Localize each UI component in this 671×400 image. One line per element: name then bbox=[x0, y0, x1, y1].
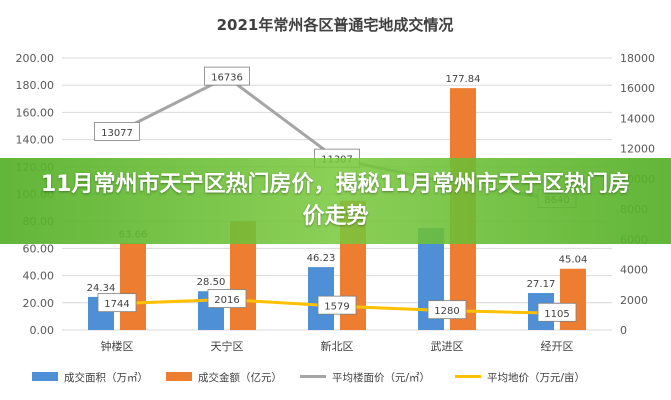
data-label-box bbox=[97, 293, 137, 313]
data-label-box bbox=[537, 302, 577, 322]
legend-swatch bbox=[32, 372, 58, 381]
banner-text: 11月常州市天宁区热门房价，揭秘11月常州市天宁区热门房价走势 bbox=[40, 172, 631, 229]
category-label: 天宁区 bbox=[211, 339, 244, 353]
left-tick-label: 20.00 bbox=[23, 297, 55, 310]
line-data-label: 16736 bbox=[204, 66, 250, 86]
line-data-label: 1744 bbox=[97, 293, 137, 313]
data-label-text: 1579 bbox=[324, 302, 349, 313]
legend: 成交面积（万㎡） 成交金额（亿元） 平均楼面价（元/㎡） 平均地价（万元/亩） bbox=[32, 371, 585, 384]
data-label-box bbox=[204, 66, 250, 86]
category-label: 经开区 bbox=[541, 340, 574, 353]
left-tick-label: 200.00 bbox=[16, 52, 55, 65]
category-label: 武进区 bbox=[431, 340, 464, 353]
legend-label: 平均楼面价（元/㎡） bbox=[332, 371, 430, 384]
left-tick-label: 60.00 bbox=[23, 242, 55, 255]
bar-data-label: 177.84 bbox=[446, 74, 481, 85]
line-data-label: 1105 bbox=[537, 302, 577, 322]
legend-swatch bbox=[166, 372, 192, 381]
left-tick-label: 160.00 bbox=[16, 106, 55, 119]
bar-data-label: 45.04 bbox=[559, 255, 588, 266]
legend-label: 成交面积（万㎡） bbox=[64, 371, 148, 384]
right-tick-label: 16000 bbox=[620, 82, 655, 95]
category-label: 新北区 bbox=[321, 339, 354, 353]
data-label-text: 1105 bbox=[544, 309, 569, 320]
data-label-box bbox=[427, 300, 467, 320]
category-axis: 钟楼区 天宁区 新北区 武进区 经开区 bbox=[101, 339, 574, 353]
left-tick-label: 0.00 bbox=[30, 324, 55, 337]
title-banner: 11月常州市天宁区热门房价，揭秘11月常州市天宁区热门房价走势 bbox=[0, 158, 671, 244]
legend-label: 成交金额（亿元） bbox=[198, 371, 282, 384]
legend-item: 平均地价（万元/亩） bbox=[455, 371, 585, 384]
left-tick-label: 140.00 bbox=[16, 134, 55, 147]
left-tick-label: 40.00 bbox=[23, 270, 55, 283]
bar-data-label: 24.34 bbox=[87, 283, 116, 294]
category-label: 钟楼区 bbox=[101, 339, 134, 353]
data-label-text: 2016 bbox=[214, 295, 239, 306]
data-label-text: 1744 bbox=[104, 299, 129, 310]
line-data-label: 13077 bbox=[94, 121, 140, 141]
line-data-label: 1579 bbox=[317, 295, 357, 315]
data-label-text: 16736 bbox=[211, 73, 243, 84]
data-label-box bbox=[94, 121, 140, 141]
data-label-box bbox=[317, 295, 357, 315]
right-tick-label: 14000 bbox=[620, 112, 655, 125]
chart-title: 2021年常州各区普通宅地成交情况 bbox=[217, 16, 454, 34]
bar-data-label: 28.50 bbox=[197, 277, 226, 288]
bar-data-label: 46.23 bbox=[307, 253, 336, 264]
legend-label: 平均地价（万元/亩） bbox=[487, 371, 585, 384]
line-data-label: 1280 bbox=[427, 300, 467, 320]
right-tick-label: 4000 bbox=[620, 264, 648, 277]
left-tick-label: 180.00 bbox=[16, 79, 55, 92]
bar-data-label: 27.17 bbox=[527, 279, 556, 290]
legend-item: 成交面积（万㎡） bbox=[32, 371, 148, 384]
right-tick-label: 2000 bbox=[620, 294, 648, 307]
data-label-text: 13077 bbox=[101, 128, 133, 139]
data-label-box bbox=[207, 289, 247, 308]
line-data-label: 2016 bbox=[207, 289, 247, 308]
right-tick-label: 0 bbox=[620, 324, 627, 337]
legend-item: 成交金额（亿元） bbox=[166, 371, 282, 384]
data-label-text: 1280 bbox=[434, 306, 459, 317]
legend-item: 平均楼面价（元/㎡） bbox=[300, 371, 430, 384]
right-tick-label: 12000 bbox=[620, 143, 655, 156]
bar bbox=[120, 243, 146, 330]
right-tick-label: 18000 bbox=[620, 52, 655, 65]
